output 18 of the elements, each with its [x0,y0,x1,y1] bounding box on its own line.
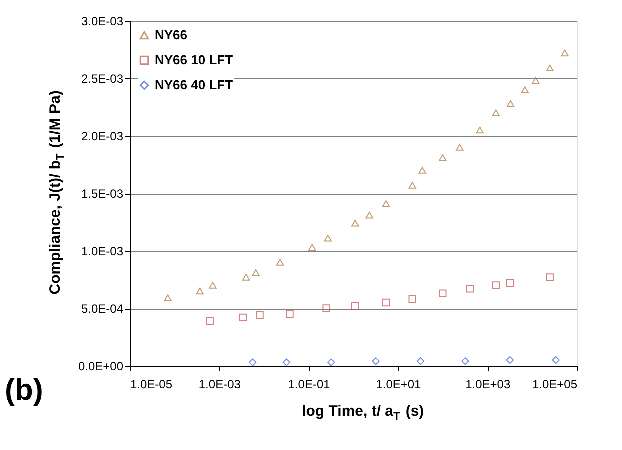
y-tick-label: 3.0E-03 [81,14,124,28]
y-axis-title: Compliance, J(t)/ bT (1/M Pa) [47,90,67,295]
y-tick-label: 2.5E-03 [81,72,124,86]
text: (b) [5,374,44,407]
y-tick-label: 5.0E-04 [81,302,124,316]
y-tick-label: 0.0E+00 [78,360,124,374]
legend-label: NY66 40 LFT [155,78,234,92]
legend-label: NY66 [155,28,188,42]
x-tick-label: 1.0E+05 [532,378,578,392]
x-tick-label: 1.0E-03 [198,378,242,392]
x-tick-label: 1.0E+03 [466,378,511,392]
legend-label: NY66 10 LFT [155,52,234,68]
y-tick-label: 2.0E-03 [81,130,124,144]
x-tick-label: 1.0E-05 [130,378,173,392]
x-tick-label: 1.0E-01 [288,378,331,392]
y-tick-label: 1.0E-03 [81,244,124,258]
x-tick-label: 1.0E+01 [376,378,422,392]
y-tick-label: 1.5E-03 [81,187,124,201]
